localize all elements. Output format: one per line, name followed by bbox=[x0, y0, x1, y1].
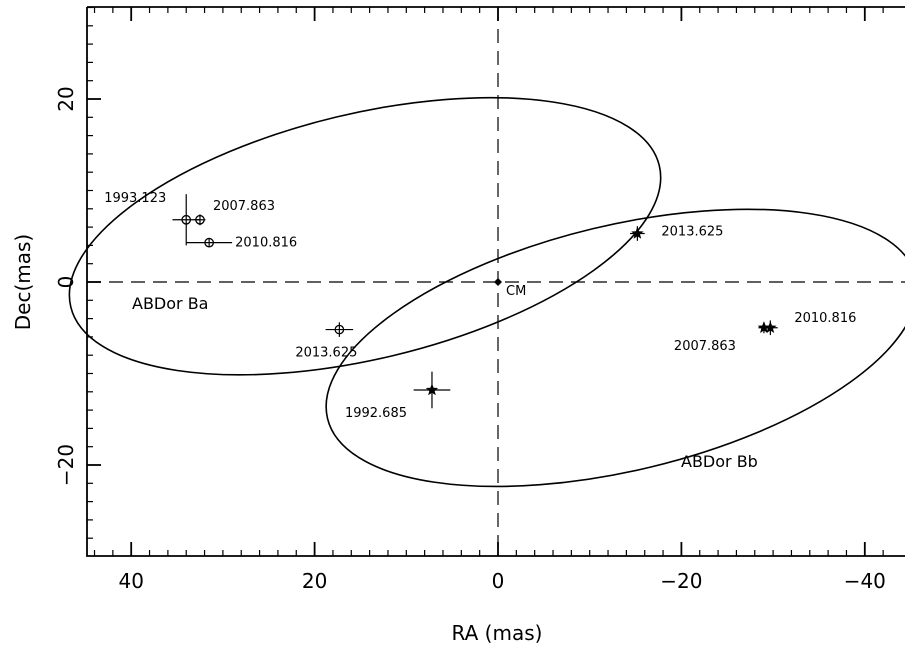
epoch-label: 2007.863 bbox=[213, 199, 275, 214]
data-point-bb bbox=[757, 321, 771, 334]
series-label-bb: ABDor Bb bbox=[681, 452, 758, 471]
epoch-label: 1992.685 bbox=[345, 406, 407, 421]
plot-area: 40 20 0 −20 −40 20 0 −20 CM 1993.123 2007.863 2010.… bbox=[54, 6, 905, 593]
x-tick-label: 40 bbox=[118, 569, 143, 593]
y-tick-label: −20 bbox=[54, 444, 78, 486]
center-of-mass-marker bbox=[494, 278, 502, 286]
epoch-label: 2013.625 bbox=[661, 225, 723, 240]
orbit-ellipse-ba bbox=[68, 96, 662, 376]
epoch-label: 1993.123 bbox=[104, 191, 166, 206]
epoch-label: 2007.863 bbox=[674, 339, 736, 354]
data-point-bb bbox=[425, 383, 439, 396]
orbit-ellipse-bb bbox=[325, 208, 905, 488]
y-axis-label: Dec(mas) bbox=[11, 234, 35, 330]
data-point-ba bbox=[181, 214, 192, 225]
x-tick-label: 0 bbox=[492, 569, 505, 593]
y-tick-label: 20 bbox=[54, 86, 78, 111]
epoch-label: 2013.625 bbox=[295, 346, 357, 361]
y-tick-label: 0 bbox=[54, 276, 78, 289]
x-tick-label: −40 bbox=[844, 569, 886, 593]
x-tick-label: −20 bbox=[660, 569, 702, 593]
data-point-ba bbox=[204, 237, 214, 248]
epoch-label: 2010.816 bbox=[235, 236, 297, 251]
data-point-ba bbox=[195, 214, 205, 225]
center-of-mass-label: CM bbox=[506, 284, 526, 299]
series-label-ba: ABDor Ba bbox=[132, 294, 208, 313]
epoch-label: 2010.816 bbox=[794, 311, 856, 326]
data-point-bb bbox=[764, 321, 777, 334]
data-point-ba bbox=[334, 324, 345, 335]
data-point-bb bbox=[631, 227, 644, 239]
x-tick-label: 20 bbox=[302, 569, 327, 593]
x-axis-label: RA (mas) bbox=[452, 621, 543, 645]
